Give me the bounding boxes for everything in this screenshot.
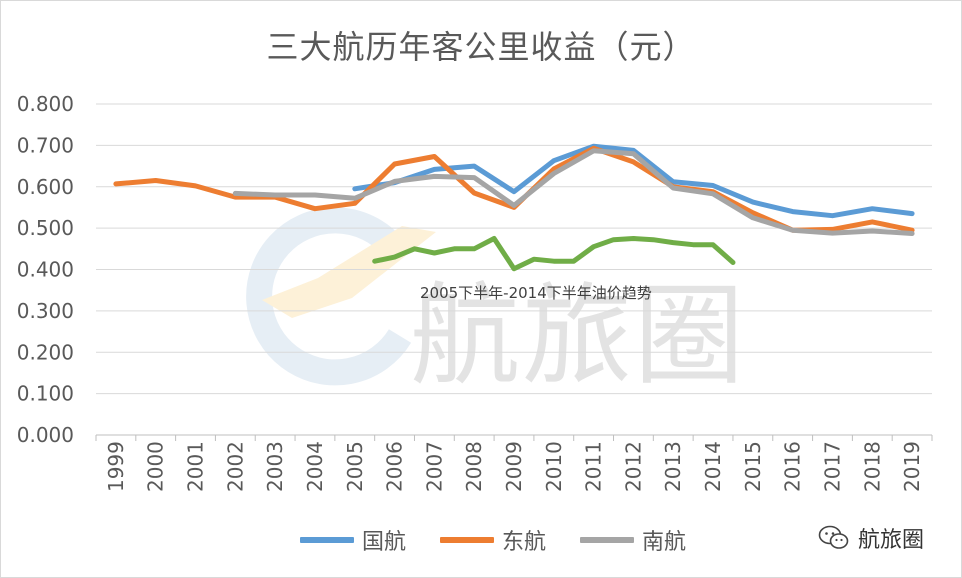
x-tick-label: 2005 — [343, 441, 367, 492]
watermark-badge-text: 航旅圈 — [858, 528, 925, 553]
legend-label: 东航 — [502, 530, 547, 555]
x-tick-label: 2013 — [661, 441, 685, 492]
legend-item-1: 东航 — [440, 524, 546, 556]
y-tick-label: 0.500 — [17, 216, 74, 240]
x-tick-label: 2018 — [860, 441, 884, 492]
legend-label: 国航 — [362, 530, 407, 555]
x-tick-label: 2006 — [383, 441, 407, 492]
legend-item-0: 国航 — [300, 524, 406, 556]
x-tick-label: 2009 — [502, 441, 526, 492]
watermark-text-large: 航旅圈 — [410, 272, 746, 400]
x-tick-label: 2012 — [621, 441, 645, 492]
x-tick-label: 1999 — [104, 441, 128, 492]
chart-title: 三大航历年客公里收益（元） — [266, 28, 696, 66]
x-tick-label: 2000 — [144, 441, 168, 492]
x-tick-label: 2011 — [582, 441, 606, 492]
watermark-logo-icon — [246, 207, 436, 386]
y-tick-label: 0.400 — [17, 258, 74, 282]
x-tick-label: 2007 — [422, 441, 446, 492]
y-tick-label: 0.700 — [17, 133, 74, 157]
wechat-icon — [818, 525, 849, 549]
legend-swatch — [300, 537, 354, 543]
series-line-3 — [372, 236, 736, 272]
x-tick-label: 2008 — [462, 441, 486, 492]
x-tick-label: 2014 — [701, 441, 725, 492]
x-tick-label: 2016 — [781, 441, 805, 492]
x-tick-label: 2002 — [223, 441, 247, 492]
x-tick-label: 2019 — [900, 441, 924, 492]
legend-item-2: 南航 — [580, 524, 686, 556]
x-tick-label: 2003 — [263, 441, 287, 492]
legend-label: 南航 — [642, 530, 687, 555]
x-tick-label: 2004 — [303, 441, 327, 492]
x-tick-label: 2010 — [542, 441, 566, 492]
x-tick-label: 2015 — [741, 441, 765, 492]
legend-swatch — [580, 537, 635, 543]
y-tick-label: 0.100 — [17, 382, 74, 406]
y-tick-label: 0.200 — [17, 340, 74, 364]
chart-legend: 国航 东航 南航 — [300, 524, 686, 556]
x-tick-label: 2017 — [820, 441, 844, 492]
legend-swatch — [440, 537, 495, 543]
y-tick-label: 0.000 — [17, 423, 74, 447]
y-tick-label: 0.600 — [17, 175, 74, 199]
y-tick-label: 0.800 — [17, 92, 74, 116]
x-tick-label: 2001 — [184, 441, 208, 492]
watermark-badge: 航旅圈 — [818, 522, 924, 554]
chart-annotation: 2005下半年-2014下半年油价趋势 — [420, 284, 652, 302]
series-line-2 — [232, 148, 915, 236]
y-tick-label: 0.300 — [17, 299, 74, 323]
